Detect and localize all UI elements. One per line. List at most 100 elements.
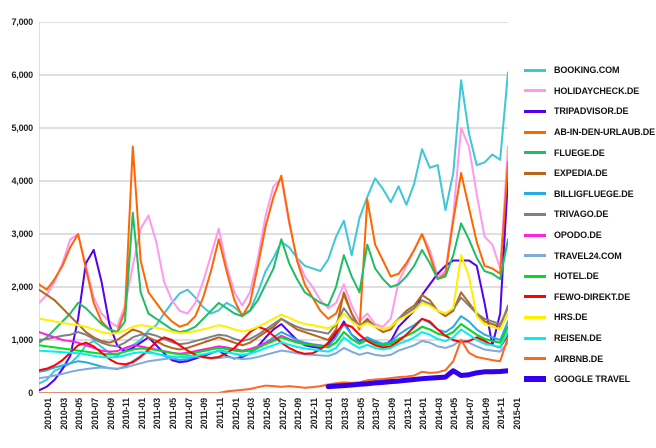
legend-item-label: AB-IN-DEN-URLAUB.DE: [554, 127, 656, 138]
x-axis-tick-label: 2011-07: [183, 398, 194, 430]
legend-item[interactable]: OPODO.DE: [524, 225, 656, 246]
legend-item-label: FLUEGE.DE: [554, 147, 605, 158]
series-line: [325, 368, 508, 390]
x-axis-tick-label: 2012-05: [261, 398, 272, 430]
series-line: [39, 71, 508, 385]
series-line: [39, 317, 508, 372]
y-axis-tick-label: 3,000: [11, 229, 33, 239]
x-axis-tick-label: 2010-09: [105, 398, 116, 430]
series-line: [39, 211, 508, 344]
legend-color-swatch: [524, 376, 546, 383]
legend-item[interactable]: HOTEL.DE: [524, 266, 656, 287]
legend-color-swatch: [524, 212, 546, 216]
x-axis-tick-label: 2011-03: [152, 398, 163, 430]
x-axis-tick-label: 2013-05: [355, 398, 366, 430]
legend-color-swatch: [524, 336, 546, 340]
series-line: [39, 127, 508, 328]
x-axis-tick-label: 2011-11: [214, 398, 225, 429]
x-axis-tick-label: 2014-07: [465, 398, 476, 430]
legend-item-label: REISEN.DE: [554, 333, 602, 344]
x-axis-tick-label: 2014-03: [433, 398, 444, 430]
legend-item[interactable]: TRIPADVISOR.DE: [524, 101, 656, 122]
x-axis-tick-label: 2010-05: [74, 398, 85, 430]
y-axis: 0 1,000 2,000 3,000 4,000 5,000 6,000 7,000: [0, 0, 36, 448]
legend-color-swatch: [524, 192, 546, 196]
legend-item[interactable]: TRIVAGO.DE: [524, 204, 656, 225]
legend-color-swatch: [524, 274, 546, 278]
x-axis-tick-label: 2011-05: [168, 398, 179, 430]
series-line: [39, 336, 508, 393]
legend-color-swatch: [524, 130, 546, 134]
legend-item-label: TRIPADVISOR.DE: [554, 106, 629, 117]
series-line: [39, 254, 508, 335]
x-axis-tick-label: 2010-11: [121, 398, 132, 430]
legend-item[interactable]: EXPEDIA.DE: [524, 163, 656, 184]
legend-item[interactable]: BOOKING.COM: [524, 60, 656, 81]
y-axis-tick-label: 0: [28, 388, 33, 398]
y-axis-tick-label: 7,000: [11, 17, 33, 27]
legend-item-label: GOOGLE TRAVEL: [554, 374, 631, 385]
legend-item-label: OPODO.DE: [554, 230, 602, 241]
y-axis-tick-label: 2,000: [11, 282, 33, 292]
plot-svg: [39, 22, 508, 393]
x-axis-tick-label: 2014-01: [418, 398, 429, 430]
legend-color-swatch: [524, 315, 546, 319]
x-axis-tick-label: 2014-05: [449, 398, 460, 430]
series-line: [39, 323, 508, 356]
legend-item[interactable]: AB-IN-DEN-URLAUB.DE: [524, 122, 656, 143]
legend-color-swatch: [524, 233, 546, 237]
legend: BOOKING.COM HOLIDAYCHECK.DE TRIPADVISOR.DE…: [524, 60, 656, 390]
legend-item[interactable]: REISEN.DE: [524, 328, 656, 349]
legend-item-label: EXPEDIA.DE: [554, 168, 608, 179]
legend-color-swatch: [524, 171, 546, 175]
legend-item[interactable]: TRAVEL24.COM: [524, 245, 656, 266]
legend-item[interactable]: BILLIGFLUEGE.DE: [524, 184, 656, 205]
legend-item-label: AIRBNB.DE: [554, 353, 604, 364]
legend-item[interactable]: FEWO-DIREKT.DE: [524, 287, 656, 308]
x-axis-tick-label: 2013-09: [386, 398, 397, 430]
x-axis-tick-label: 2014-09: [480, 398, 491, 430]
legend-color-swatch: [524, 254, 546, 258]
legend-item[interactable]: GOOGLE TRAVEL: [524, 369, 656, 390]
x-axis-tick-label: 2012-07: [277, 398, 288, 430]
x-axis-tick-label: 2013-07: [371, 398, 382, 430]
series-line: [39, 288, 508, 351]
legend-item-label: BOOKING.COM: [554, 65, 620, 76]
x-axis-tick-label: 2010-01: [43, 398, 53, 430]
legend-item-label: TRAVEL24.COM: [554, 250, 622, 261]
x-axis-tick-label: 2014-11: [496, 398, 507, 430]
legend-item-label: HOTEL.DE: [554, 271, 599, 282]
legend-item[interactable]: FLUEGE.DE: [524, 142, 656, 163]
x-axis-tick-label: 2012-01: [230, 398, 241, 430]
legend-color-swatch: [524, 68, 546, 72]
legend-item[interactable]: HRS.DE: [524, 307, 656, 328]
legend-item-label: HOLIDAYCHECK.DE: [554, 85, 640, 96]
series-line: [39, 296, 508, 348]
x-axis-tick-label: 2015-01: [512, 398, 522, 430]
legend-color-swatch: [524, 89, 546, 93]
series-line: [39, 328, 508, 359]
x-axis-tick-label: 2010-03: [58, 398, 69, 430]
x-axis-tick-label: 2010-07: [89, 398, 100, 430]
x-axis-tick-label: 2013-01: [324, 398, 335, 430]
legend-item-label: BILLIGFLUEGE.DE: [554, 188, 634, 199]
legend-item-label: FEWO-DIREKT.DE: [554, 291, 631, 302]
legend-item[interactable]: HOLIDAYCHECK.DE: [524, 81, 656, 102]
x-axis-tick-label: 2011-01: [136, 398, 147, 430]
legend-item[interactable]: AIRBNB.DE: [524, 348, 656, 369]
plot-area: [39, 22, 508, 393]
legend-color-swatch: [524, 151, 546, 155]
series-line: [39, 339, 508, 380]
x-axis-tick-label: 2011-09: [199, 398, 210, 430]
y-axis-tick-label: 6,000: [11, 70, 33, 80]
legend-color-swatch: [524, 295, 546, 299]
legend-item-label: HRS.DE: [554, 312, 588, 323]
x-axis-tick-label: 2013-03: [340, 398, 351, 430]
legend-color-swatch: [524, 109, 546, 113]
legend-color-swatch: [524, 357, 546, 361]
y-axis-tick-label: 5,000: [11, 123, 33, 133]
x-axis-tick-label: 2012-11: [308, 398, 319, 430]
x-axis-tick-label: 2013-11: [402, 398, 413, 430]
x-axis-tick-label: 2012-03: [246, 398, 257, 430]
